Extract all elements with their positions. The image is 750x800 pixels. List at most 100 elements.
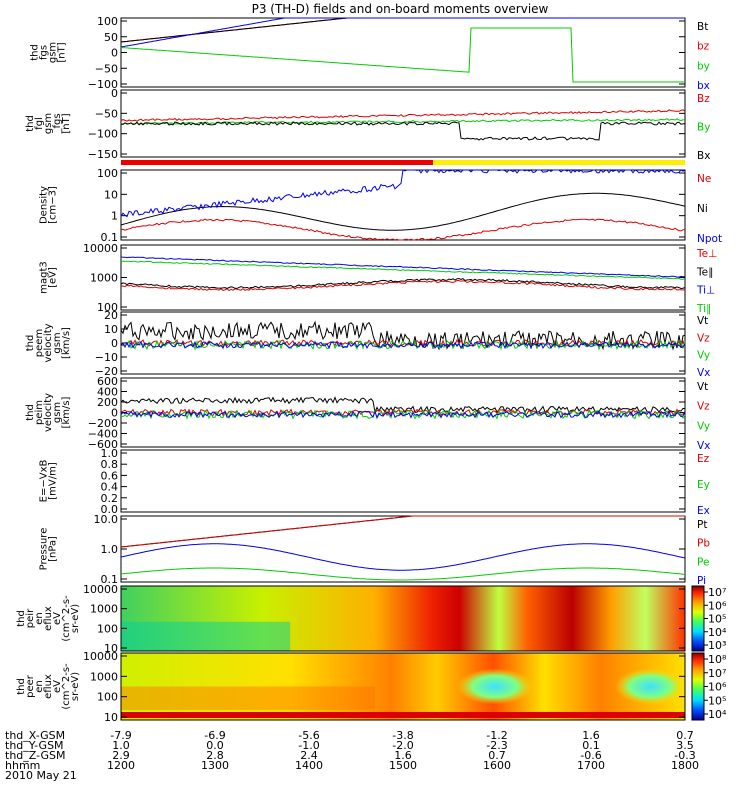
x-tick-label: 1.0 [112,739,130,752]
panel-frame [120,244,686,311]
panel-frame [120,585,686,652]
colorbar-label: 10⁴ [708,708,727,721]
legend-efield: Ex [697,505,710,517]
y-tick-label: 0 [111,407,118,420]
y-tick-label: 0.8 [101,458,119,471]
x-tick-label: 2.8 [206,749,224,762]
y-tick-label: 10.0 [94,513,119,526]
y-tick-label: 10000 [83,242,118,255]
legend-fgl: Bz [697,93,710,105]
y-tick-label: −200 [88,417,118,430]
y-tick-label: 10 [104,642,118,655]
legend-pressure: Pb [697,538,710,550]
y-tick-label: −600 [88,438,118,451]
panel-fgl: 0 −50 −100 −150 thdfglgsm_fgs[nT] Bz By Bx [25,87,710,162]
panel-density: 100 10 1 0.1 Density[cm−3] Ne Ni Npot [39,167,723,245]
y-tick-label: 100 [97,301,118,314]
x-row-label: thd_Y-GSM [5,739,64,752]
x-row-label: thd_Z-GSM [5,749,65,762]
x-tick-label: 1.6 [394,749,412,762]
panel-efield: 1.00.80.60.40.20.0 E=−VxB[mV/m] Ez Ey Ex [39,447,710,517]
legend-temp: Ti∥ [696,303,711,315]
legend-efield: Ey [697,479,710,491]
y-tick-label: 0.2 [101,492,119,505]
panel-fgs: 100 50 0 −50 −100 thdfgsgsm[nT] Bt bz by bx [30,15,710,92]
y-tick-label: 1000 [90,670,118,683]
legend-fgl: Bx [697,150,710,162]
y-tick-label: 0.6 [101,469,119,482]
y-tick-label: −50 [95,107,118,120]
x-tick-label: 0.1 [582,739,600,752]
x-tick-label: 2.4 [300,749,318,762]
spectrogram-lowband [121,712,685,718]
x-tick-label: 1300 [201,759,229,772]
y-tick-label: 100 [97,15,118,28]
y-axis-label: Pressure[nPa] [39,528,59,571]
chart-title: P3 (TH-D) fields and on-board moments ov… [252,2,549,16]
trace-vt [120,396,686,414]
legend-density: Ni [697,203,708,215]
x-tick-label: -2.0 [392,739,413,752]
region-bar-red [121,160,433,165]
trace-ni [120,192,686,231]
legend-fgs: by [697,60,710,72]
panel-frame [120,652,686,721]
colorbar-label: 10⁴ [708,626,727,639]
x-tick-label: 0.0 [206,739,224,752]
spectrogram-blob-2 [615,668,685,705]
trace-bx [120,121,686,141]
y-tick-label: 0.4 [101,481,119,494]
trace-pe [120,567,686,581]
y-tick-label: 0 [111,47,118,60]
x-tick-label: -0.6 [580,749,601,762]
colorbar-label: 10⁵ [708,613,726,626]
y-tick-label: −50 [95,62,118,75]
trace-by [120,27,685,83]
y-tick-label: −400 [88,428,118,441]
x-tick-label: 3.5 [676,739,694,752]
y-tick-label: 1000 [90,272,118,285]
colorbar-label: 10⁷ [708,667,726,680]
x-row-label: thd_X-GSM [5,729,65,742]
x-tick-label: -1.0 [298,739,319,752]
colorbar-label: 10⁵ [708,694,726,707]
y-tick-label: 0.1 [101,231,119,244]
y-tick-label: 1000 [90,603,118,616]
legend-peim: Vy [697,420,710,432]
legend-pressure: Pi [697,575,706,587]
spectrogram-peer [121,653,685,720]
y-tick-label: 10 [104,711,118,724]
trace-pi [120,543,686,571]
colorbar-label: 10⁶ [708,599,727,612]
x-tick-label: -6.9 [204,729,225,742]
x-tick-label: -3.8 [392,729,413,742]
y-axis-label: thdfgsgsm[nT] [30,42,68,63]
y-tick-label: 100 [97,691,118,704]
legend-fgs: bz [697,41,710,53]
legend-density: Npot [697,233,722,245]
y-tick-label: 10000 [83,583,118,596]
colorbar-label: 10⁷ [708,586,726,599]
y-axis-label: E=−VxB[mV/m] [39,460,59,503]
spectrogram-band [121,686,375,710]
legend-density: Ne [697,173,711,185]
y-tick-label: 1.0 [101,447,119,460]
y-tick-label: 0.1 [101,573,119,586]
region-bar-yellow [433,160,685,165]
legend-fgl: By [697,122,710,134]
trace-ne [120,218,685,241]
legend-peim: Vx [697,440,710,452]
x-row-label: 2010 May 21 [5,769,77,782]
y-tick-label: 10 [104,323,118,336]
spectrogram-blob-1 [457,668,533,705]
colorbar-label: 10³ [708,639,726,652]
x-tick-label: 1800 [671,759,699,772]
colorbar-scale [691,585,705,652]
y-tick-label: 100 [97,622,118,635]
legend-peim: Vt [697,381,708,393]
y-tick-label: 0.0 [101,503,119,516]
panel-pressure: 10.0 1.0 0.1 Pressure[nPa] Pt Pb Pe Pi [39,513,711,587]
